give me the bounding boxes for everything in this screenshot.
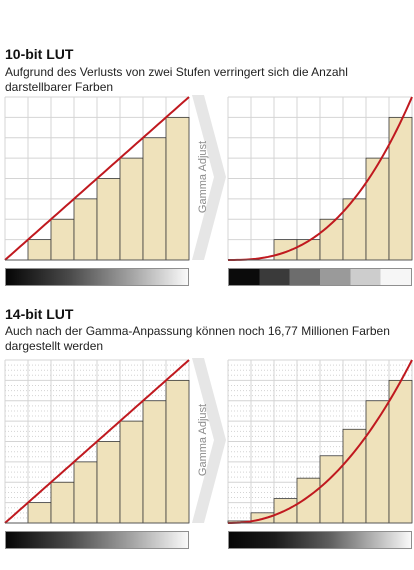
lut-step-bar [296,477,321,524]
gamma-adjust-arrow: Gamma Adjust [192,95,226,260]
grayscale-ramp-after [228,531,412,549]
lut-step-bar [296,239,321,261]
arrow-shape [192,358,226,523]
section-description: Auch nach der Gamma-Anpassung können noc… [5,324,390,353]
grayscale-ramp-before [5,268,189,286]
lut-chart-before [4,96,190,261]
lut-step-bar [50,481,75,524]
gamma-adjust-label: Gamma Adjust [197,404,209,476]
lut-step-bar [96,441,121,524]
lut-chart-before [4,359,190,524]
lut-step-bar [142,137,167,261]
lut-step-bar [96,178,121,261]
gamma-adjust-label: Gamma Adjust [197,141,209,213]
lut-step-bar [73,198,98,261]
lut-step-bar [119,157,144,261]
lut-step-bar [165,379,190,524]
lut-step-bar [50,218,75,261]
arrow-shape [192,95,226,260]
grayscale-ramp-after-banded [228,268,412,286]
lut-step-bar [73,461,98,524]
lut-chart-after [227,96,413,261]
lut-step-bar [27,502,52,524]
gamma-curve [228,96,413,261]
gamma-curve [227,359,413,524]
lut-step-bar [119,420,144,524]
lut-step-bar [388,379,413,524]
grayscale-ramp-before [5,531,189,549]
lut-step-bar [142,400,167,524]
gamma-curve [4,96,190,261]
gamma-curve [4,359,190,524]
lut-chart-after [227,359,413,524]
lut-step-bar [165,116,190,261]
section-description: Aufgrund des Verlusts von zwei Stufen ve… [5,65,348,94]
lut-step-bar [365,157,390,261]
lut-step-bar [319,455,344,524]
section-title: 10-bit LUT [5,46,74,62]
gamma-adjust-arrow: Gamma Adjust [192,358,226,523]
section-title: 14-bit LUT [5,306,74,322]
lut-step-bar [342,428,367,524]
lut-step-bar [319,218,344,261]
lut-step-bar [27,239,52,261]
